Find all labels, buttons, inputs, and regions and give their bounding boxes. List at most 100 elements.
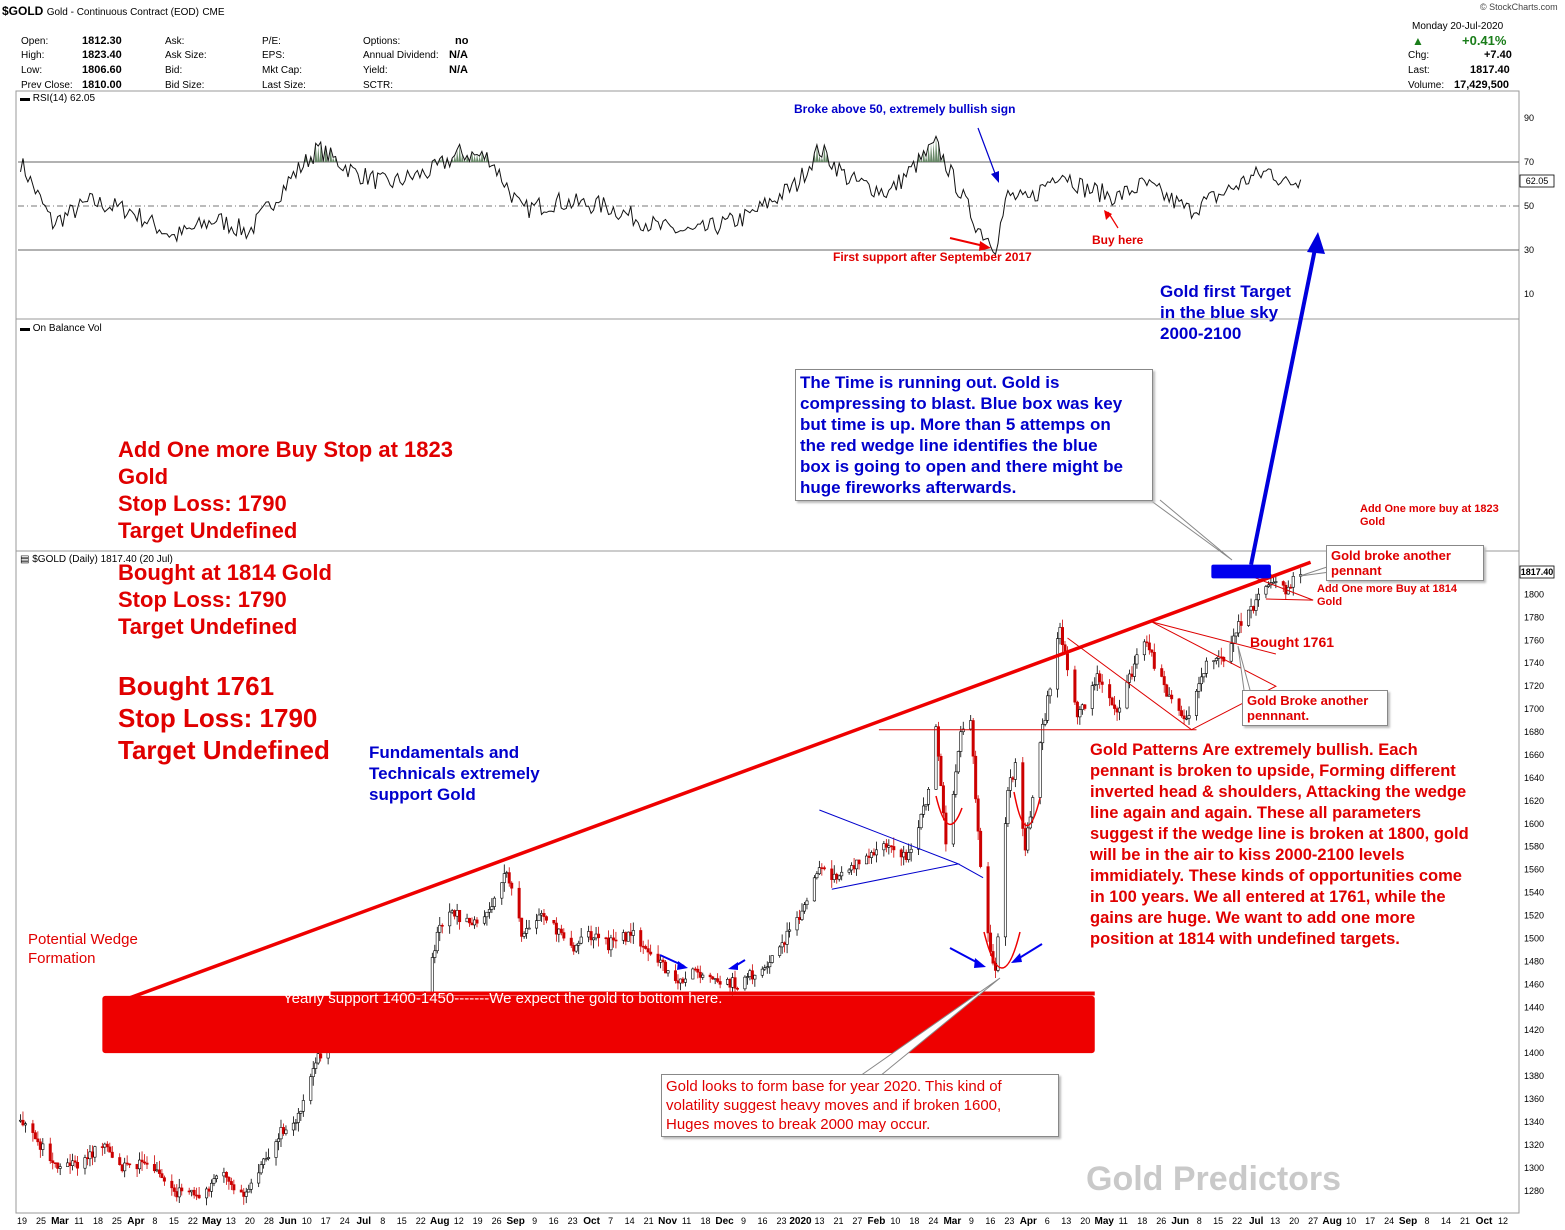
candle-body bbox=[435, 931, 439, 952]
candle-body bbox=[770, 955, 774, 963]
candle-body bbox=[1289, 586, 1293, 589]
candle-body bbox=[701, 974, 705, 978]
price-tick-label: 1400 bbox=[1524, 1048, 1544, 1058]
candle-body bbox=[482, 916, 486, 924]
candle-body bbox=[572, 945, 576, 952]
x-tick-label: 18 bbox=[1137, 1216, 1147, 1226]
x-tick-label: 18 bbox=[701, 1216, 711, 1226]
options-value: no bbox=[455, 35, 469, 47]
volume-value: 17,429,500 bbox=[1454, 79, 1510, 91]
x-tick-label: 9 bbox=[741, 1216, 746, 1226]
candle-body bbox=[874, 849, 878, 856]
candle-body bbox=[145, 1162, 149, 1165]
candle-body bbox=[192, 1189, 196, 1196]
candle-body bbox=[1115, 708, 1119, 713]
candle-body bbox=[996, 936, 1000, 971]
candle-body bbox=[850, 865, 854, 871]
candle-body bbox=[23, 1123, 27, 1126]
candle-body bbox=[51, 1160, 55, 1163]
price-tick-label: 1620 bbox=[1524, 796, 1544, 806]
candle-body bbox=[249, 1182, 253, 1190]
candle-body bbox=[830, 868, 834, 880]
candle-body bbox=[90, 1151, 94, 1158]
x-tick-label: 28 bbox=[264, 1216, 274, 1226]
price-tick-label: 1600 bbox=[1524, 819, 1544, 829]
candle-body bbox=[887, 845, 891, 848]
x-tick-label: 23 bbox=[1004, 1216, 1014, 1226]
x-tick-label: 18 bbox=[909, 1216, 919, 1226]
candle-body bbox=[239, 1189, 243, 1193]
candle-body bbox=[1073, 669, 1077, 703]
candle-body bbox=[1060, 627, 1064, 646]
candle-body bbox=[716, 978, 720, 982]
x-tick-label: Mar bbox=[943, 1216, 961, 1227]
price-tick-label: 1340 bbox=[1524, 1117, 1544, 1127]
price-tick-labels: 1800 1780 1760 1740 1720 1700 1680 1660 1640 1620… bbox=[1524, 589, 1544, 1195]
candle-body bbox=[544, 916, 548, 921]
candle-body bbox=[1202, 673, 1206, 678]
price-tick-label: 1520 bbox=[1524, 911, 1544, 921]
candle-body bbox=[1132, 663, 1136, 677]
candle-body bbox=[577, 942, 581, 946]
x-tick-label: Jul bbox=[357, 1216, 372, 1227]
candle-body bbox=[1212, 660, 1216, 662]
candle-body bbox=[433, 950, 437, 958]
candle-body bbox=[259, 1164, 263, 1174]
candle-body bbox=[644, 946, 648, 949]
x-tick-label: 20 bbox=[1080, 1216, 1090, 1226]
last-size-label: Last Size: bbox=[262, 80, 306, 91]
x-tick-label: Aug bbox=[430, 1216, 449, 1227]
candle-body bbox=[170, 1180, 174, 1189]
head-shoulder-curves bbox=[935, 791, 1041, 969]
candle-body bbox=[986, 866, 990, 934]
x-tick-label: 13 bbox=[814, 1216, 824, 1226]
candle-body bbox=[1170, 694, 1174, 700]
candle-body bbox=[76, 1162, 80, 1169]
x-tick-label: May bbox=[202, 1216, 222, 1227]
candle-body bbox=[661, 959, 665, 963]
candle-body bbox=[646, 948, 650, 953]
candle-body bbox=[1147, 642, 1151, 651]
x-tick-label: 18 bbox=[93, 1216, 103, 1226]
price-tick-label: 1460 bbox=[1524, 979, 1544, 989]
x-axis-tick-labels: 19 25 Mar 11 18 25 Apr 8 15 22 May 13 20 28 Jun 10 17 24 J… bbox=[17, 1216, 1508, 1227]
prev-close-value: 1810.00 bbox=[82, 79, 122, 91]
candle-body bbox=[1229, 643, 1233, 662]
candle-body bbox=[656, 953, 660, 963]
candle-body bbox=[108, 1146, 112, 1153]
candle-body bbox=[128, 1163, 132, 1166]
candle-body bbox=[517, 887, 521, 919]
candle-body bbox=[1152, 652, 1156, 669]
candle-body bbox=[1003, 823, 1007, 938]
mar-arrowhead-right bbox=[1011, 953, 1022, 963]
rsi-tick-label: 50 bbox=[1524, 201, 1534, 211]
candle-body bbox=[319, 1053, 323, 1059]
x-tick-label: 11 bbox=[682, 1216, 691, 1226]
candle-body bbox=[73, 1160, 77, 1163]
candle-body bbox=[160, 1173, 164, 1179]
x-tick-label: 19 bbox=[17, 1216, 27, 1226]
pennant-box-leader bbox=[1299, 565, 1331, 577]
x-tick-label: 27 bbox=[852, 1216, 862, 1226]
x-tick-label: 8 bbox=[1197, 1216, 1202, 1226]
candle-body bbox=[733, 977, 737, 989]
candle-body bbox=[802, 904, 806, 912]
candle-body bbox=[594, 933, 598, 939]
candle-body bbox=[597, 933, 601, 939]
candle-body bbox=[470, 922, 474, 926]
x-tick-label: 9 bbox=[532, 1216, 537, 1226]
candle-body bbox=[485, 911, 489, 918]
quote-date: Monday 20-Jul-2020 bbox=[1412, 21, 1504, 32]
candle-body bbox=[815, 873, 819, 879]
candle-body bbox=[1058, 627, 1062, 639]
candlesticks bbox=[18, 568, 1303, 1206]
candle-body bbox=[1090, 685, 1094, 709]
candle-body bbox=[162, 1177, 166, 1182]
candle-body bbox=[621, 932, 625, 941]
watermark: Gold Predictors bbox=[1086, 1160, 1342, 1198]
candle-body bbox=[904, 851, 908, 860]
candle-body bbox=[71, 1160, 75, 1166]
candle-body bbox=[284, 1129, 288, 1134]
candle-legend-icon: ▤ bbox=[20, 554, 30, 565]
candle-body bbox=[1083, 704, 1087, 709]
